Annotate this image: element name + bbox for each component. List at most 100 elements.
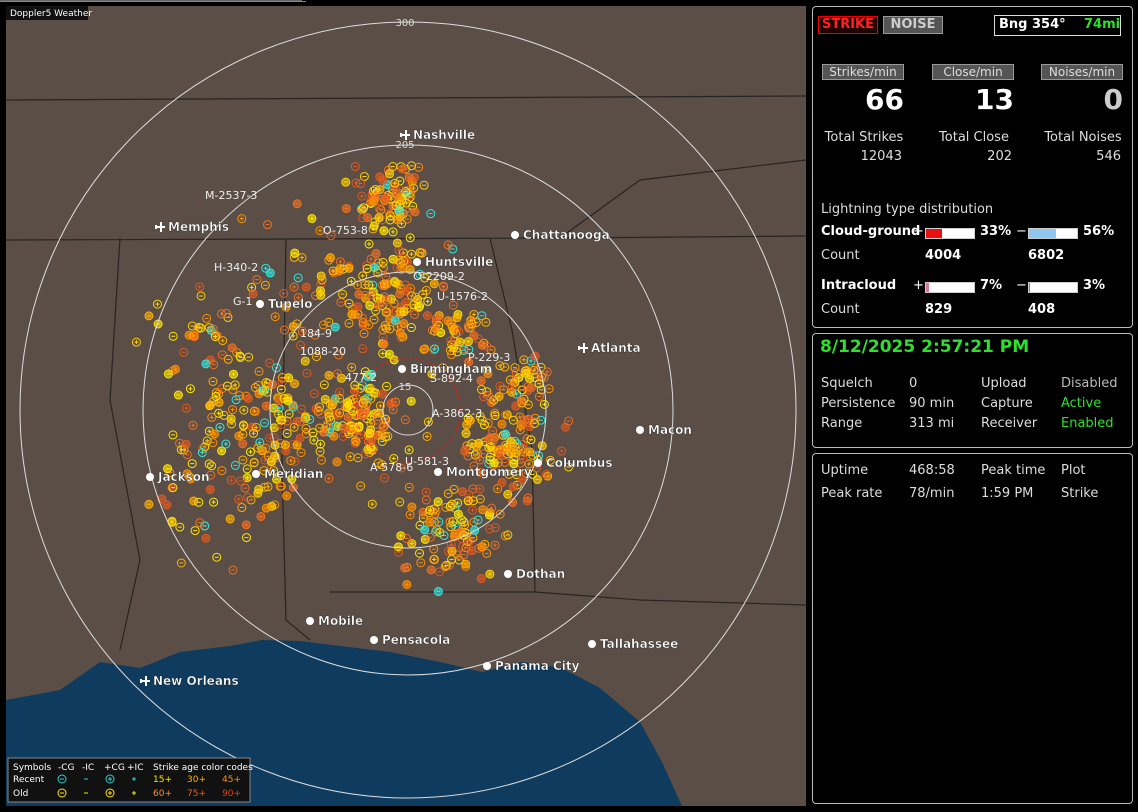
city-label: Columbus [546, 456, 613, 470]
strike-symbol [460, 520, 470, 530]
strike-symbol [260, 418, 270, 428]
strike-symbol [254, 366, 264, 376]
strike-symbol [231, 395, 241, 405]
strike-symbol [207, 412, 217, 422]
strike-symbol [407, 291, 417, 301]
strike-symbol [386, 294, 396, 304]
strike-symbol [405, 192, 415, 202]
strike-symbol [387, 398, 397, 408]
strike-symbol [211, 391, 221, 401]
strike-symbol [289, 282, 299, 292]
strike-symbol [270, 312, 280, 322]
strike-symbol [489, 458, 499, 468]
strike-symbol [253, 380, 263, 390]
strike-symbol [163, 369, 173, 379]
strike-symbol [265, 433, 275, 443]
strike-symbol [364, 239, 374, 249]
legend-symbol [132, 777, 136, 781]
strike-symbol [484, 391, 494, 401]
strike-symbol [475, 484, 485, 494]
strike-symbol [390, 178, 400, 188]
strike-symbol [407, 161, 417, 171]
legend-age-title: Strike age color codes [153, 763, 253, 773]
strike-symbol [530, 418, 540, 428]
strike-symbol [497, 477, 507, 487]
strike-symbol [176, 558, 186, 568]
strike-button[interactable]: STRIKE [818, 16, 878, 34]
distance: 74mi [1084, 17, 1121, 32]
strike-symbol [453, 530, 463, 540]
strike-symbol [523, 382, 533, 392]
strike-symbol [300, 356, 310, 366]
strike-symbol [214, 408, 224, 418]
strike-symbol [482, 548, 492, 558]
strike-symbol [353, 453, 363, 463]
strike-symbol [324, 255, 334, 265]
strike-symbol [379, 421, 389, 431]
strike-symbol [469, 517, 479, 527]
strike-symbol [297, 326, 307, 336]
strike-symbol [479, 420, 489, 430]
storm-label: U-581-3 [405, 455, 449, 468]
strike-symbol [344, 318, 354, 328]
strike-symbol [336, 373, 346, 383]
strike-symbol [343, 398, 353, 408]
strike-symbol [369, 196, 379, 206]
strike-symbol [354, 289, 364, 299]
strike-symbol [489, 395, 499, 405]
strike-symbol [532, 463, 542, 473]
strike-symbol [207, 461, 217, 471]
strike-symbol [476, 574, 486, 584]
pct-fill [1029, 283, 1031, 292]
noise-button[interactable]: NOISE [883, 16, 943, 34]
strike-symbol [360, 280, 370, 290]
city-dot [306, 617, 314, 625]
strike-symbol [400, 563, 410, 573]
strike-symbol [449, 325, 459, 334]
strike-symbol [475, 467, 485, 477]
strike-symbol [315, 226, 325, 236]
strike-symbol [335, 257, 345, 267]
title-badge [6, 6, 88, 20]
strike-symbol [564, 416, 574, 426]
strike-symbol [405, 233, 415, 243]
strike-symbol [339, 423, 349, 433]
strike-symbol [447, 546, 457, 556]
strike-symbol [526, 435, 536, 445]
strike-symbol [517, 385, 527, 395]
setting: Persistence [821, 396, 896, 411]
strike-symbol [407, 539, 417, 549]
stat: 468:58 [909, 463, 955, 478]
strike-symbol [341, 204, 351, 214]
strike-symbol [438, 281, 448, 291]
strike-symbol [434, 567, 444, 577]
strike-symbol [509, 459, 519, 469]
setting: Upload [981, 376, 1027, 391]
strike-symbol [261, 503, 271, 513]
strike-symbol [381, 295, 391, 305]
strike-symbol [463, 337, 473, 346]
strike-symbol [478, 505, 488, 515]
strike-symbol [235, 351, 245, 361]
strike-symbol [276, 420, 286, 430]
pct-bar [1028, 282, 1078, 293]
strike-symbol [391, 201, 401, 211]
strike-symbol [195, 282, 205, 292]
strike-symbol [315, 423, 325, 433]
strike-symbol [201, 359, 211, 369]
strike-symbol [312, 352, 322, 362]
strike-symbol [445, 517, 455, 527]
legend-age: 60+ [153, 789, 172, 799]
strike-symbol [196, 291, 206, 301]
strike-symbol [472, 441, 482, 451]
strike-symbol [320, 394, 330, 404]
city-label: Montgomery [446, 465, 532, 479]
airport-icon [578, 343, 588, 353]
strike-symbol [202, 313, 212, 323]
rate-value: 0 [1103, 83, 1123, 116]
strike-symbol [315, 402, 325, 412]
strike-symbol [475, 494, 485, 504]
strike-symbol [263, 451, 273, 461]
strike-symbol [515, 425, 525, 435]
strike-symbol [358, 318, 368, 328]
